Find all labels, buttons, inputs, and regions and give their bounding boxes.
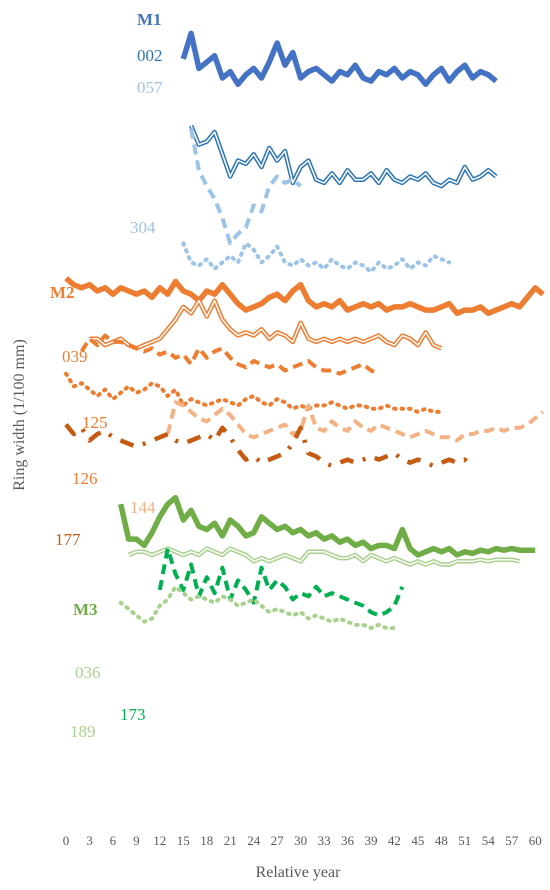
series-label-125: 125 [82,413,108,432]
x-tick-label: 39 [365,833,378,848]
series-m2-line [64,276,545,317]
series-m2-path [64,276,545,317]
series-label-036: 036 [75,663,101,682]
series-189-line [118,584,397,631]
series-label-m2: M2 [50,283,75,302]
x-tick-label: 24 [247,833,261,848]
series-177-path [64,423,475,469]
x-tick-label: 12 [153,833,166,848]
series-125-line [79,333,380,376]
x-tick-label: 45 [411,833,424,848]
series-039-inner-path [89,299,442,350]
series-label-126: 126 [72,469,98,488]
series-layer [64,30,545,631]
series-m3-line [118,494,536,558]
series-label-177: 177 [55,530,81,549]
series-label-m1: M1 [137,10,162,29]
series-126-line [64,371,444,414]
series-039-line [89,298,443,351]
x-tick-label: 54 [482,833,496,848]
x-tick-label: 6 [110,833,117,848]
series-002-line [189,124,498,189]
series-002-inner-path [190,125,497,187]
x-tick-label: 9 [133,833,140,848]
x-tick-label: 0 [63,833,70,848]
series-144-line [165,400,545,443]
series-057-line [189,128,302,246]
series-126-path [64,371,444,414]
series-057-path [189,128,302,246]
x-tick-label: 33 [318,833,331,848]
series-label-189: 189 [70,722,96,741]
x-tick-label: 42 [388,833,401,848]
series-189-path [118,584,397,631]
x-axis-title: Relative year [256,864,342,881]
series-m3-path [118,494,536,558]
series-label-m3: M3 [73,600,98,619]
x-tick-label: 15 [177,833,190,848]
x-tick-label: 18 [200,833,213,848]
x-tick-label: 3 [86,833,93,848]
series-173-path [157,546,405,618]
series-304-path [181,241,452,274]
series-144-path [165,400,545,443]
series-m1-line [180,30,498,88]
series-label-layer: M1 002 057 304 M2 039 125 126 144 177 M3 036 173 189 [50,10,163,741]
x-tick-label: 57 [505,833,519,848]
series-125-path [79,333,380,376]
series-177-line [64,423,475,469]
series-label-057: 057 [137,78,163,97]
series-173-line [157,546,405,618]
x-tick-label: 48 [435,833,448,848]
x-tick-label: 30 [294,833,307,848]
series-304-line [181,241,452,274]
series-m1-path [180,30,498,88]
x-tick-label: 27 [271,833,285,848]
series-label-002: 002 [137,46,163,65]
x-tick-label: 21 [224,833,237,848]
x-tick-label: 36 [341,833,355,848]
series-036-inner-path [128,547,520,566]
series-label-173: 173 [120,705,146,724]
x-tick-label: 51 [458,833,471,848]
x-tick-layer: 0 3 6 9 12 15 18 21 24 27 30 33 36 39 42 45 48 51 54 57 60 [63,833,542,848]
series-label-304: 304 [130,218,156,237]
series-label-039: 039 [62,347,88,366]
x-tick-label: 60 [529,833,542,848]
series-label-144: 144 [130,498,156,517]
y-axis-title: Ring width (1/100 mm) [11,339,28,491]
series-036-line [127,546,521,567]
